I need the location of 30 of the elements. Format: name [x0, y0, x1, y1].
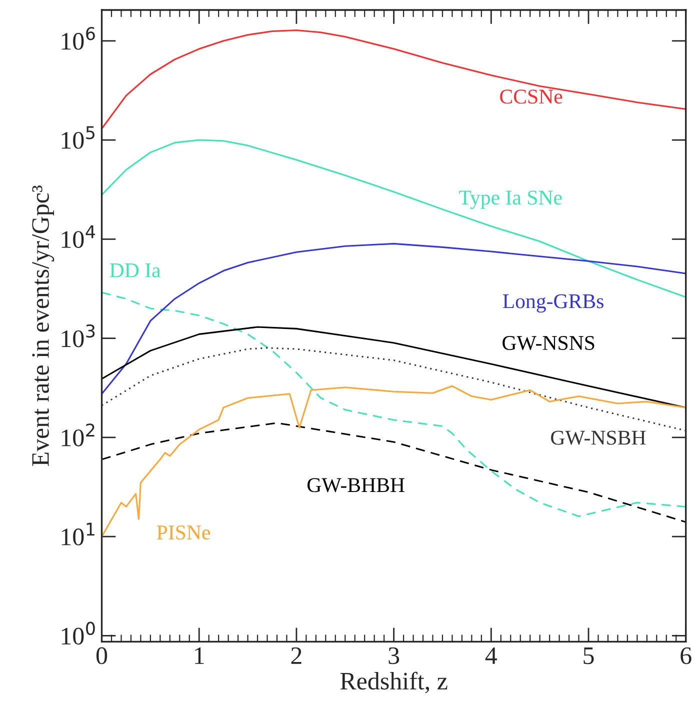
- series-label: GW-BHBH: [308, 478, 404, 492]
- line-series: [102, 422, 686, 523]
- y-tick-label: 10$^{1}$: [62, 522, 94, 546]
- x-axis-title: Redshift, z: [340, 672, 448, 694]
- line-series: [102, 29, 686, 130]
- y-tick-label: 10$^{2}$: [62, 424, 94, 446]
- series-label: PISNe: [156, 526, 210, 540]
- y-tick-label: 10$^{6}$: [62, 26, 95, 50]
- series-label: DD Ia: [110, 264, 161, 278]
- x-tick-label: 3: [388, 647, 400, 664]
- x-tick-label: 0: [96, 647, 108, 664]
- series-label: CCSNe: [500, 90, 562, 104]
- series-label: Long-GRBs: [502, 294, 604, 313]
- line-series: [102, 242, 686, 395]
- x-tick-label: 1: [195, 647, 204, 664]
- legend-label: GW-NSBH: [551, 430, 646, 445]
- y-tick-label: 10$^{0}$: [62, 622, 95, 645]
- x-tick-label: 5: [584, 648, 594, 664]
- line-series: [102, 385, 686, 538]
- series-label: GW-NSNS: [502, 336, 594, 350]
- y-tick-label: 10$^{4}$: [62, 225, 96, 248]
- y-tick-label: 10$^{3}$: [62, 324, 95, 348]
- x-tick-label: 6: [680, 647, 692, 664]
- line-series: [102, 326, 686, 408]
- line-series: [102, 292, 686, 518]
- series-label: Type Ia SNe: [459, 190, 562, 209]
- x-tick-label: 2: [291, 647, 302, 664]
- y-axis-title: Event rate in events/yr/Gpc³: [32, 185, 54, 466]
- y-tick-label: 10$^{5}$: [62, 126, 94, 149]
- x-tick-label: 4: [485, 647, 498, 664]
